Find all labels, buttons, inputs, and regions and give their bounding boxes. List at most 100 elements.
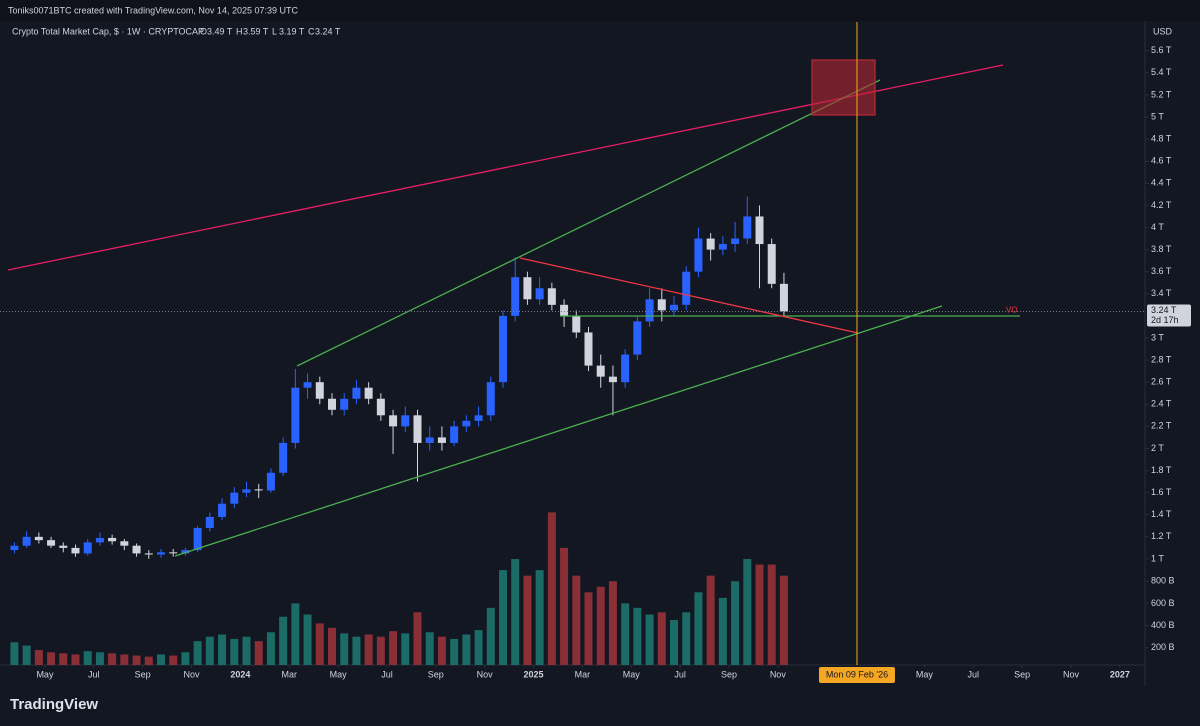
currency-label: USD	[1153, 26, 1173, 36]
candle-body	[364, 387, 373, 399]
y-tick-label: 1.8 T	[1151, 465, 1172, 475]
candle-body	[743, 216, 752, 239]
candle-body	[511, 277, 520, 316]
ohlc-value: 3.49 T	[207, 26, 233, 36]
x-tick-label: May	[36, 669, 54, 679]
candle-body	[731, 238, 740, 245]
candle-body	[413, 415, 422, 443]
candle-body	[266, 472, 275, 491]
candle-body	[22, 536, 31, 546]
candle-body	[47, 540, 56, 546]
candle-body	[254, 489, 263, 491]
ohlc-value: 3.24 T	[315, 26, 341, 36]
volume-bar	[59, 653, 68, 665]
volume-bar	[291, 603, 300, 665]
header-text: Toniks0071BTC created with TradingView.c…	[8, 5, 298, 15]
candle-body	[352, 387, 361, 399]
drawings	[7, 59, 1020, 557]
volume-bar	[83, 651, 92, 665]
candle-body	[242, 489, 251, 493]
channel-upper-line	[296, 79, 881, 367]
y-tick-label: 4.8 T	[1151, 133, 1172, 143]
x-tick-label: 2027	[1110, 669, 1130, 679]
candle-layer	[10, 196, 788, 559]
candle-body	[779, 283, 788, 312]
volume-bar	[462, 634, 471, 665]
x-tick-label: May	[623, 669, 641, 679]
volume-bar	[71, 654, 80, 665]
candle-body	[670, 304, 679, 311]
annotation: VO	[1006, 306, 1018, 315]
y-tick-label: 2 T	[1151, 443, 1164, 453]
candle-body	[34, 536, 43, 541]
candle-body	[279, 442, 288, 473]
y-tick-label: 4 T	[1151, 222, 1164, 232]
volume-bar	[437, 636, 446, 665]
volume-bar	[572, 575, 581, 665]
candle-body	[474, 415, 483, 421]
x-tick-label: Jul	[381, 669, 393, 679]
volume-bar	[352, 636, 361, 665]
y-tick-label: 5 T	[1151, 111, 1164, 121]
candle-body	[218, 503, 227, 517]
x-tick-label: Nov	[1063, 669, 1080, 679]
x-tick-label: Nov	[477, 669, 494, 679]
candle-body	[71, 547, 80, 554]
candle-body	[120, 541, 129, 546]
volume-bar	[560, 547, 569, 665]
volume-bar	[132, 655, 141, 665]
y-tick-label: 3.4 T	[1151, 288, 1172, 298]
volume-bar	[657, 612, 666, 665]
x-tick-label: Nov	[770, 669, 787, 679]
candle-body	[181, 550, 190, 554]
candle-body	[205, 516, 214, 529]
y-tick-label: 1.4 T	[1151, 509, 1172, 519]
candle-body	[755, 216, 764, 245]
candle-body	[535, 288, 544, 300]
volume-bar	[608, 581, 617, 665]
volume-bar	[401, 633, 410, 665]
volume-bar	[682, 612, 691, 665]
ohlc-key: H	[236, 26, 243, 36]
ohlc-value: 3.59 T	[243, 26, 269, 36]
volume-bar	[144, 656, 153, 665]
candle-body	[10, 545, 19, 551]
volume-bar	[755, 564, 764, 665]
y-tick-label: 4.6 T	[1151, 156, 1172, 166]
candle-body	[327, 398, 336, 410]
downtrend-line	[519, 257, 859, 334]
volume-bar	[193, 641, 202, 665]
countdown-label: 2d 17h	[1151, 315, 1179, 325]
volume-layer	[10, 512, 788, 665]
candle-body	[193, 528, 202, 551]
y2-tick-label: 800 B	[1151, 576, 1175, 586]
volume-bar	[474, 630, 483, 665]
logo: TradingView	[10, 696, 98, 713]
x-tick-label: May	[916, 669, 934, 679]
candle-body	[657, 299, 666, 311]
candle-body	[547, 288, 556, 305]
channel-lower-line	[174, 305, 943, 557]
candle-body	[596, 365, 605, 377]
volume-bar	[364, 634, 373, 665]
candle-body	[450, 426, 459, 443]
crosshair-box	[818, 667, 895, 683]
ohlc-value: 3.19 T	[279, 26, 305, 36]
candle-body	[95, 537, 104, 543]
candle-body	[718, 244, 727, 250]
volume-bar	[645, 614, 654, 665]
volume-bar	[486, 607, 495, 665]
volume-bar	[511, 558, 520, 665]
x-tick-label: Jul	[968, 669, 980, 679]
candle-body	[767, 244, 776, 284]
volume-bar	[694, 592, 703, 665]
x-tick-label: Sep	[135, 669, 151, 679]
volume-bar	[169, 655, 178, 665]
candle-body	[498, 315, 507, 383]
volume-bar	[315, 623, 324, 665]
candle-body	[156, 552, 165, 555]
volume-bar	[743, 558, 752, 665]
x-tick-label: Sep	[1014, 669, 1030, 679]
